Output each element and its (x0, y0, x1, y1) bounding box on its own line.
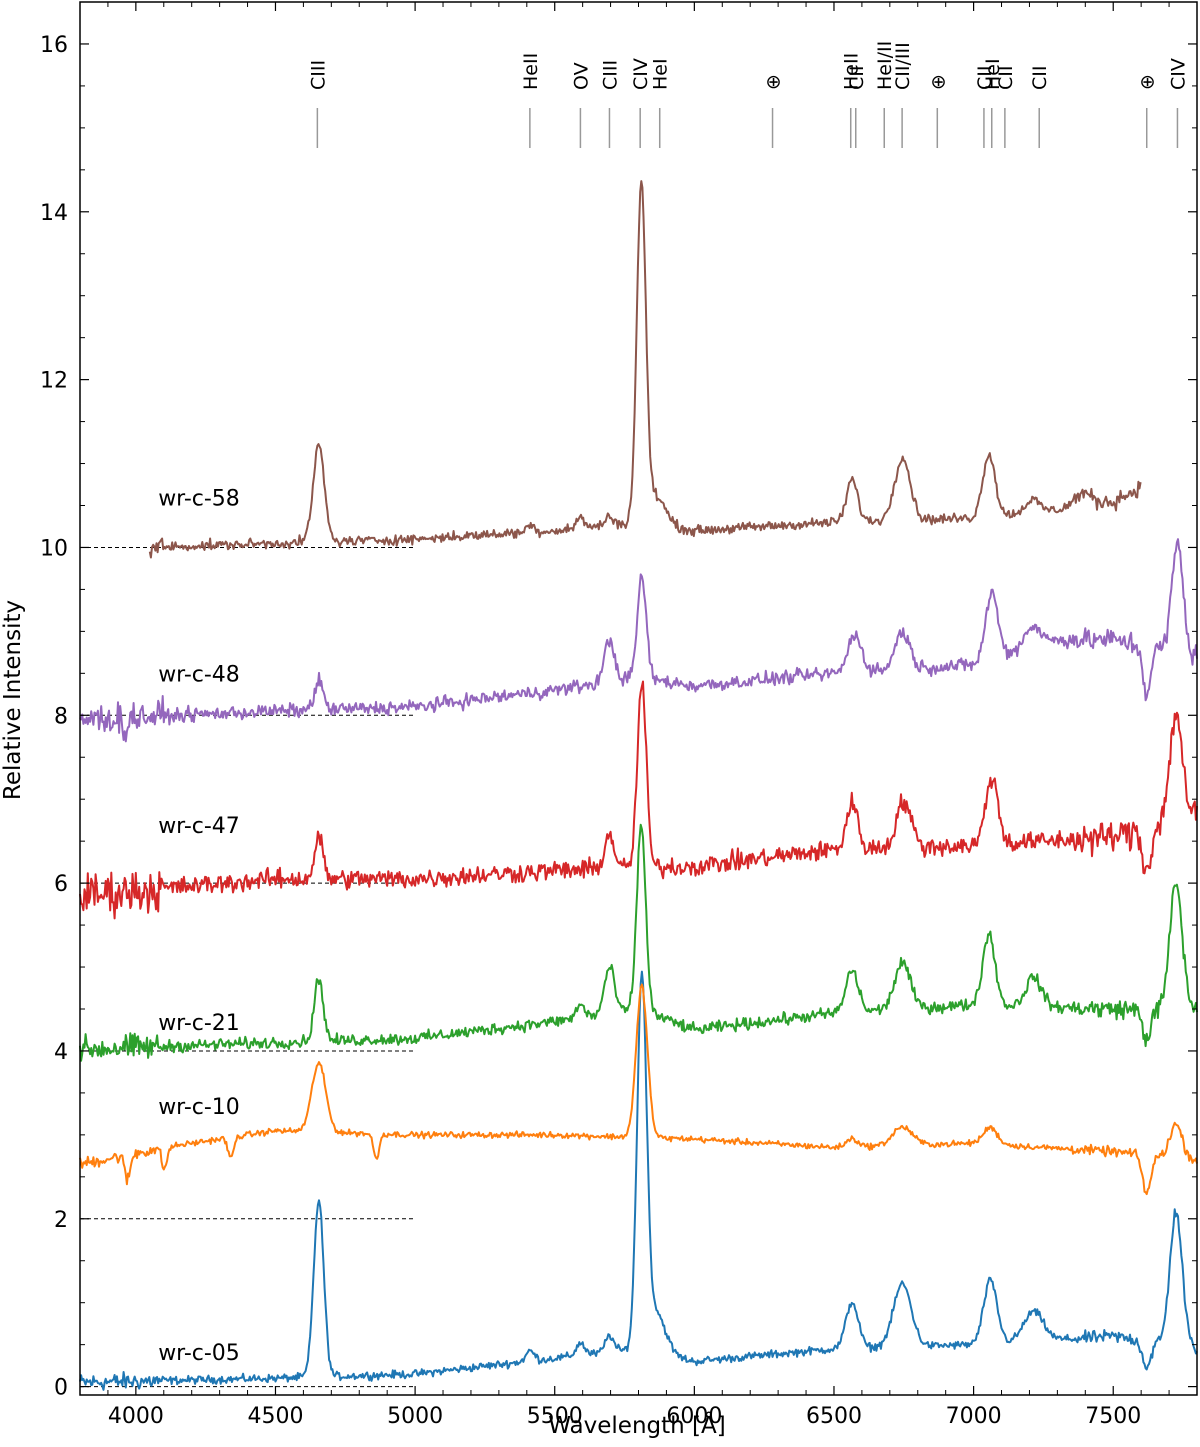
line-id-label-15: CII (1029, 66, 1051, 90)
y-tick-label-1: 2 (54, 1208, 68, 1233)
x-tick-label-6: 7000 (946, 1404, 1002, 1429)
x-tick-label-4: 6000 (666, 1404, 722, 1429)
line-id-label-6: ⊕ (763, 74, 785, 90)
y-tick-label-6: 12 (40, 369, 68, 394)
spectra-series (79, 180, 1198, 1391)
line-id-label-5: HeI (650, 58, 672, 90)
series-wr-c-47 (79, 680, 1198, 920)
series-wr-c-10 (79, 983, 1198, 1196)
line-id-label-9: HeI/II (874, 41, 896, 90)
series-wr-c-05 (79, 970, 1198, 1391)
x-tick-label-0: 4000 (108, 1404, 164, 1429)
y-axis-label: Relative Intensity (0, 600, 26, 800)
line-id-label-1: HeII (520, 53, 542, 90)
y-tick-label-5: 10 (40, 536, 68, 561)
series-label-wr-c-05: wr-c-05 (158, 1341, 240, 1366)
line-id-label-10: CII/III (892, 42, 914, 90)
line-id-label-14: CII (995, 66, 1017, 90)
series-labels: wr-c-58 wr-c-48 wr-c-47 wr-c-21 wr-c-10 wr-c-… (158, 486, 240, 1365)
series-wr-c-58 (148, 180, 1142, 559)
line-id-label-13: HeI (982, 58, 1004, 90)
y-tick-label-0: 0 (54, 1376, 68, 1401)
line-id-label-16: ⊕ (1137, 74, 1159, 90)
x-tick-label-3: 5500 (527, 1404, 583, 1429)
x-tick-label-1: 4500 (247, 1404, 303, 1429)
line-id-label-2: OV (570, 62, 592, 90)
series-label-wr-c-10: wr-c-10 (158, 1095, 240, 1120)
line-id-label-17: CIV (1167, 58, 1189, 90)
line-id-label-12: CII (974, 66, 996, 90)
series-wr-c-21 (79, 823, 1198, 1062)
series-label-wr-c-47: wr-c-47 (158, 814, 240, 839)
line-id-label-11: ⊕ (927, 74, 949, 90)
line-id-label-7: HeII (841, 53, 863, 90)
series-wr-c-48 (79, 538, 1198, 743)
line-id-label-4: CIV (630, 58, 652, 90)
y-tick-label-7: 14 (40, 201, 68, 226)
x-tick-label-5: 6500 (806, 1404, 862, 1429)
x-tick-label-7: 7500 (1085, 1404, 1141, 1429)
axes: 4000 4500 5000 5500 6000 6500 7000 7500 0 2 4 6 8 10 1… (40, 1, 1198, 1429)
y-tick-label-4: 8 (54, 704, 68, 729)
y-tick-label-8: 16 (40, 33, 68, 58)
x-tick-label-2: 5000 (387, 1404, 443, 1429)
y-tick-label-3: 6 (54, 872, 68, 897)
series-label-wr-c-48: wr-c-48 (158, 663, 240, 688)
line-id-label-3: CIII (599, 60, 621, 90)
series-label-wr-c-58: wr-c-58 (158, 486, 240, 511)
line-id-label-8: CII (846, 66, 868, 90)
line-id-label-0: CIII (307, 60, 329, 90)
x-axis-label: Wavelength [Å] (548, 1411, 725, 1439)
series-label-wr-c-21: wr-c-21 (158, 1011, 240, 1036)
y-tick-label-2: 4 (54, 1040, 68, 1065)
